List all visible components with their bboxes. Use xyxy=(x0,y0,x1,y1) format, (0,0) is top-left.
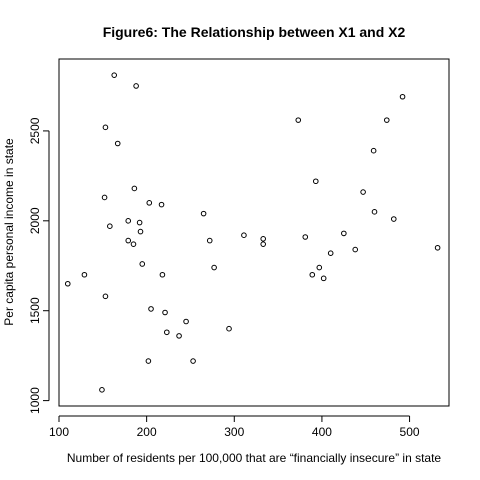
data-point xyxy=(226,325,232,332)
data-point xyxy=(371,209,378,215)
data-point xyxy=(260,235,267,242)
data-point xyxy=(131,185,138,192)
x-tick-label: 400 xyxy=(312,425,332,439)
x-axis: 100 200 300 400 500 xyxy=(49,415,420,439)
x-axis-label: Number of residents per 100,000 that are… xyxy=(67,451,442,465)
data-point xyxy=(302,234,309,240)
data-point xyxy=(316,264,323,271)
data-point xyxy=(200,210,207,217)
plot-frame xyxy=(58,58,450,407)
data-point xyxy=(136,219,143,226)
data-point xyxy=(309,271,316,278)
data-point xyxy=(125,218,132,224)
y-axis: 1000 1500 2000 2500 xyxy=(28,117,50,414)
data-point xyxy=(125,237,132,244)
data-point xyxy=(81,271,88,278)
data-point xyxy=(159,271,166,278)
data-point xyxy=(99,387,105,393)
data-point xyxy=(64,280,71,287)
data-point xyxy=(148,306,154,312)
data-point xyxy=(130,241,137,247)
data-point xyxy=(260,241,267,247)
data-point xyxy=(206,237,213,244)
data-point xyxy=(312,178,319,185)
y-tick-label: 2000 xyxy=(28,207,42,234)
y-axis-label: Per capita personal income in state xyxy=(2,138,16,326)
data-point xyxy=(111,72,118,78)
data-point xyxy=(352,246,359,253)
data-point xyxy=(370,147,377,154)
data-point xyxy=(434,244,441,251)
data-point xyxy=(399,93,406,100)
data-point xyxy=(383,117,390,123)
data-point xyxy=(102,293,109,300)
y-tick-label: 1500 xyxy=(28,297,42,324)
data-point xyxy=(176,333,182,339)
chart-title: Figure6: The Relationship between X1 and… xyxy=(103,24,406,40)
data-point xyxy=(211,264,217,271)
x-tick-label: 100 xyxy=(49,425,69,439)
data-point xyxy=(163,329,170,336)
data-point xyxy=(102,124,109,131)
data-point xyxy=(133,83,139,89)
x-tick-label: 500 xyxy=(400,425,420,439)
data-point xyxy=(295,117,302,123)
data-point xyxy=(162,309,168,316)
y-tick-label: 1000 xyxy=(28,387,42,414)
x-tick-label: 200 xyxy=(137,425,157,439)
data-point xyxy=(183,318,189,325)
data-point xyxy=(341,230,347,237)
data-point xyxy=(146,200,153,206)
data-point xyxy=(158,201,165,208)
data-point xyxy=(107,223,113,230)
data-point xyxy=(190,358,196,364)
data-point xyxy=(114,140,121,147)
data-point xyxy=(101,194,108,201)
x-tick-label: 300 xyxy=(224,425,244,439)
data-point xyxy=(139,261,146,267)
data-point xyxy=(390,216,397,222)
data-point xyxy=(327,250,334,256)
data-point xyxy=(360,189,366,195)
data-point xyxy=(320,275,327,282)
data-point xyxy=(137,228,144,235)
data-point xyxy=(241,232,247,238)
data-points xyxy=(64,72,441,393)
y-tick-label: 2500 xyxy=(28,117,42,144)
data-point xyxy=(145,358,152,364)
